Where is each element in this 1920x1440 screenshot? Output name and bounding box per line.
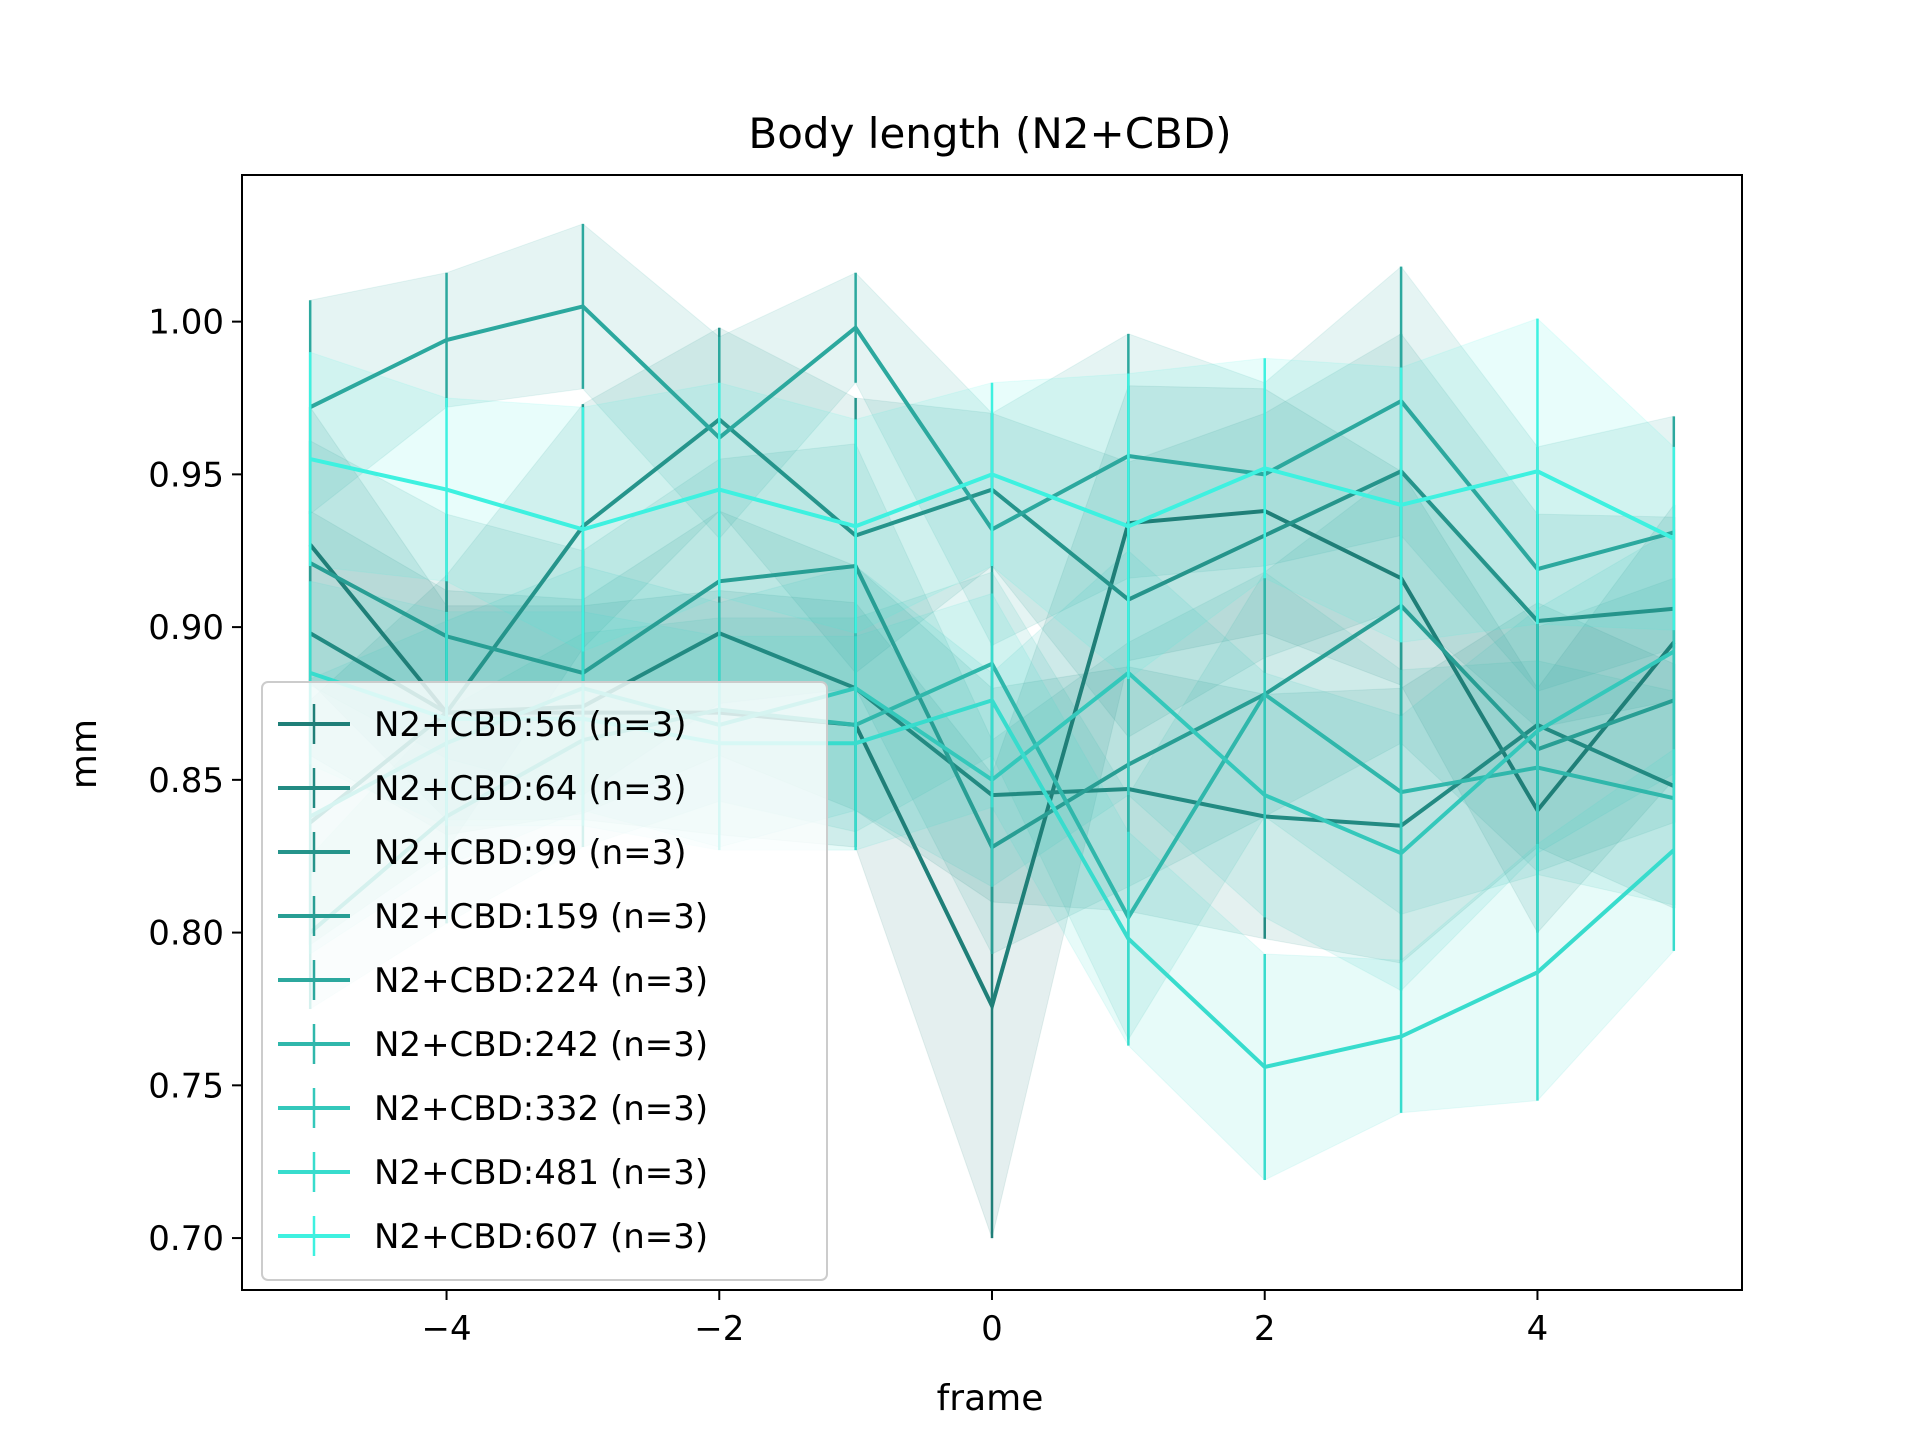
legend-label: N2+CBD:607 (n=3) [374,1217,708,1257]
y-tick-label: 0.70 [148,1219,224,1259]
y-tick-label: 0.90 [148,608,224,648]
x-tick-label: 2 [1254,1309,1276,1349]
x-tick-label: 0 [981,1309,1003,1349]
y-tick-label: 0.80 [148,914,224,954]
x-tick-label: −4 [421,1309,471,1349]
legend-label: N2+CBD:332 (n=3) [374,1089,708,1129]
legend-label: N2+CBD:64 (n=3) [374,769,687,809]
legend-label: N2+CBD:242 (n=3) [374,1025,708,1065]
legend-label: N2+CBD:481 (n=3) [374,1153,708,1193]
legend-label: N2+CBD:56 (n=3) [374,705,687,745]
legend-label: N2+CBD:224 (n=3) [374,961,708,1001]
y-axis-label: mm [64,719,105,789]
y-tick-label: 1.00 [148,303,224,343]
x-tick-label: −2 [694,1309,744,1349]
y-tick-label: 0.75 [148,1066,224,1106]
x-tick-label: 4 [1527,1309,1549,1349]
legend-label: N2+CBD:99 (n=3) [374,833,687,873]
y-tick-label: 0.95 [148,455,224,495]
x-axis-label: frame [937,1378,1044,1419]
legend-box [261,681,828,1281]
series-line-9 [309,457,1675,541]
y-tick-label: 0.85 [148,761,224,801]
legend: N2+CBD:56 (n=3) N2+CBD:64 (n=3) N2+CBD:99 … [261,681,828,1281]
legend-label: N2+CBD:159 (n=3) [374,897,708,937]
chart-title: Body length (N2+CBD) [748,109,1231,158]
